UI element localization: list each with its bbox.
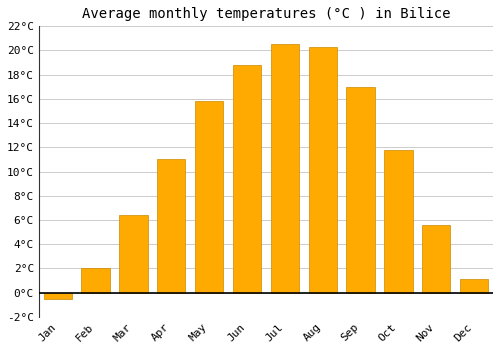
Bar (270, 44, 299, 293)
Bar (308, 47, 337, 293)
Title: Average monthly temperatures (°C ) in Bilice: Average monthly temperatures (°C ) in Bi… (82, 7, 450, 21)
Bar (119, 215, 148, 293)
Bar (44, 293, 72, 299)
Bar (195, 102, 224, 293)
Bar (233, 65, 261, 293)
Bar (422, 225, 450, 293)
Bar (82, 268, 110, 293)
Bar (157, 160, 186, 293)
Bar (384, 150, 412, 293)
Bar (346, 87, 375, 293)
Bar (460, 279, 488, 293)
